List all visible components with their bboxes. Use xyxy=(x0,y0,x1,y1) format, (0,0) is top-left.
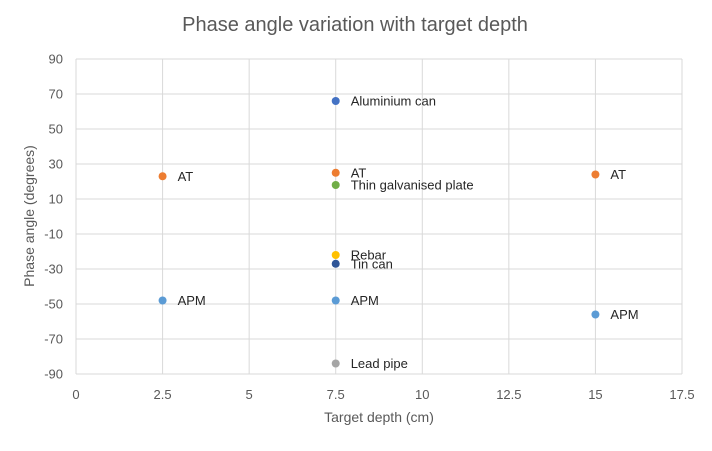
y-axis-ticks: 90 70 50 30 10 -10 -30 -50 -70 -90 xyxy=(44,52,63,382)
y-tick-label: -50 xyxy=(44,297,63,312)
x-tick-label: 0 xyxy=(72,387,79,402)
x-tick-label: 15 xyxy=(588,387,602,402)
data-points xyxy=(158,97,600,368)
x-axis-title: Target depth (cm) xyxy=(324,409,434,425)
data-label: Aluminium can xyxy=(351,94,436,109)
data-point[interactable] xyxy=(331,259,340,268)
y-tick-label: 10 xyxy=(49,192,63,207)
data-point[interactable] xyxy=(331,97,340,105)
data-point[interactable] xyxy=(591,310,600,319)
data-point[interactable] xyxy=(158,172,167,181)
data-label: APM xyxy=(178,293,206,308)
y-tick-label: 90 xyxy=(49,52,63,67)
data-point[interactable] xyxy=(331,359,340,368)
data-label: AT xyxy=(178,169,194,184)
chart-title: Phase angle variation with target depth xyxy=(182,14,528,36)
y-tick-label: 30 xyxy=(49,157,63,172)
x-tick-label: 7.5 xyxy=(327,387,345,402)
data-point[interactable] xyxy=(331,168,340,177)
y-axis-title: Phase angle (degrees) xyxy=(21,145,37,287)
data-point[interactable] xyxy=(158,296,167,305)
y-tick-label: -90 xyxy=(44,367,63,382)
data-label: AT xyxy=(351,165,367,180)
data-point[interactable] xyxy=(331,296,340,305)
data-label: APM xyxy=(610,307,638,322)
x-tick-label: 5 xyxy=(246,387,253,402)
data-label: Lead pipe xyxy=(351,356,408,371)
data-label: Tin can xyxy=(351,256,393,271)
data-label: Thin galvanised plate xyxy=(351,178,474,193)
x-tick-label: 2.5 xyxy=(154,387,172,402)
y-tick-label: -10 xyxy=(44,227,63,242)
y-tick-label: 50 xyxy=(49,122,63,137)
data-label: Rebar xyxy=(351,248,387,263)
x-tick-label: 10 xyxy=(415,387,429,402)
y-tick-label: -70 xyxy=(44,332,63,347)
gridlines xyxy=(75,58,683,375)
x-tick-label: 17.5 xyxy=(669,387,694,402)
y-tick-label: 70 xyxy=(49,87,63,102)
data-label: APM xyxy=(351,293,379,308)
data-point[interactable] xyxy=(591,170,600,179)
x-tick-label: 12.5 xyxy=(496,387,521,402)
data-point[interactable] xyxy=(331,181,340,189)
y-tick-label: -30 xyxy=(44,262,63,277)
data-label: AT xyxy=(610,167,626,182)
data-point[interactable] xyxy=(331,251,340,259)
x-axis-ticks: 0 2.5 5 7.5 10 12.5 15 17.5 xyxy=(72,387,694,402)
